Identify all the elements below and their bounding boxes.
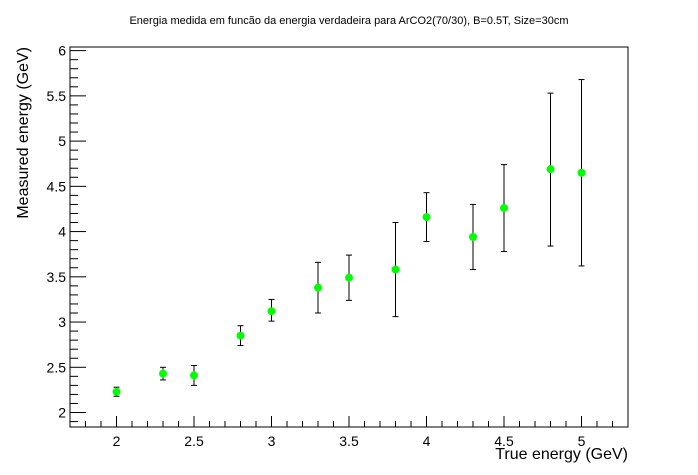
y-axis-tick-labels: 2 2.5 3 3.5 4 4.5 5 5.5 6 bbox=[47, 43, 67, 421]
data-point bbox=[469, 233, 477, 241]
y-tick-label: 2 bbox=[58, 405, 66, 421]
y-tick-label: 4 bbox=[58, 224, 66, 240]
x-axis-label: True energy (GeV) bbox=[495, 446, 628, 463]
x-tick-label: 4 bbox=[423, 433, 431, 449]
data-points bbox=[112, 165, 586, 396]
data-point bbox=[577, 168, 586, 177]
y-tick-label: 4.5 bbox=[47, 178, 67, 194]
data-point bbox=[267, 307, 276, 316]
x-tick-label: 5 bbox=[578, 433, 586, 449]
y-axis-label: Measured energy (GeV) bbox=[15, 47, 32, 219]
error-bars bbox=[113, 79, 585, 397]
data-point bbox=[236, 331, 245, 340]
x-tick-label: 3.5 bbox=[339, 433, 359, 449]
data-point bbox=[345, 273, 353, 282]
data-point bbox=[112, 387, 121, 396]
y-tick-label: 5 bbox=[58, 133, 66, 149]
data-point bbox=[422, 213, 431, 222]
x-tick-label: 2 bbox=[113, 433, 121, 449]
plot-frame bbox=[69, 46, 629, 428]
data-point bbox=[190, 371, 198, 380]
y-axis-ticks bbox=[70, 50, 86, 423]
x-tick-label: 3 bbox=[268, 433, 276, 449]
y-tick-label: 2.5 bbox=[47, 359, 67, 375]
data-point bbox=[159, 369, 167, 378]
x-axis-ticks bbox=[69, 416, 629, 427]
y-tick-label: 3 bbox=[58, 314, 66, 330]
x-axis-tick-labels: 2 2.5 3 3.5 4 4.5 5 bbox=[113, 433, 586, 449]
y-tick-label: 3.5 bbox=[47, 269, 67, 285]
data-point bbox=[546, 165, 555, 174]
chart-title: Energia medida em funcão da energia verd… bbox=[129, 15, 568, 27]
y-tick-label: 6 bbox=[58, 43, 66, 59]
x-tick-label: 2.5 bbox=[184, 433, 204, 449]
data-point bbox=[500, 204, 508, 213]
data-point bbox=[391, 265, 400, 274]
data-point bbox=[314, 283, 322, 292]
y-tick-label: 5.5 bbox=[47, 88, 67, 104]
x-tick-label: 4.5 bbox=[494, 433, 514, 449]
